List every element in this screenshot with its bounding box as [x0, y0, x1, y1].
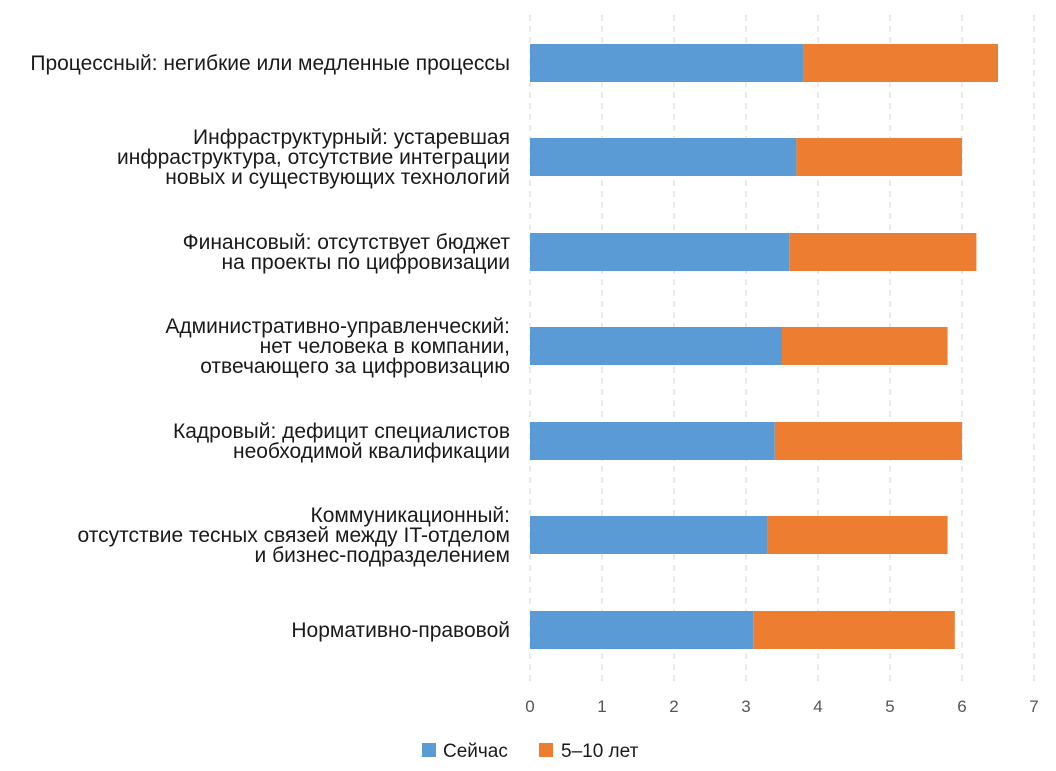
- x-tick-label-6: 6: [957, 697, 966, 716]
- bar-future-5: [767, 516, 948, 554]
- legend-label-now: Сейчас: [443, 741, 508, 762]
- category-label-line: отвечающего за цифровизацию: [200, 355, 510, 378]
- legend-label-future: 5–10 лет: [561, 741, 639, 762]
- bar-now-6: [530, 611, 754, 649]
- category-label-5: Коммуникационный: отсутствие тесных связе…: [77, 504, 510, 567]
- bar-future-6: [753, 611, 955, 649]
- x-tick-label-3: 3: [741, 697, 750, 716]
- legend-swatch-now: [422, 743, 436, 757]
- bar-now-3: [530, 327, 782, 365]
- x-tick-label-4: 4: [813, 697, 822, 716]
- category-label-0: Процессный: негибкие или медленные проце…: [30, 52, 510, 75]
- category-label-line: на проекты по цифровизации: [222, 251, 510, 274]
- x-tick-label-5: 5: [885, 697, 894, 716]
- category-label-2: Финансовый: отсутствует бюджет на проекты…: [183, 231, 511, 274]
- bar-future-1: [796, 138, 962, 176]
- bar-future-4: [774, 422, 962, 460]
- x-axis-ticks: 0 1 2 3 4 5 6 7: [525, 697, 1038, 716]
- legend-swatch-future: [539, 743, 553, 757]
- x-tick-label-7: 7: [1029, 697, 1038, 716]
- bar-future-3: [782, 327, 948, 365]
- bar-now-1: [530, 138, 797, 176]
- category-label-line: новых и существующих технологий: [165, 166, 510, 189]
- category-label-line: Нормативно-правовой: [291, 619, 510, 642]
- bar-now-0: [530, 44, 804, 82]
- category-label-line: Процессный: негибкие или медленные проце…: [30, 52, 510, 75]
- category-label-6: Нормативно-правовой: [291, 619, 510, 642]
- category-label-line: нет человека в компании,: [260, 335, 510, 358]
- category-label-line: Финансовый: отсутствует бюджет: [183, 231, 511, 254]
- bar-future-2: [789, 233, 977, 271]
- category-label-1: Инфраструктурный: устаревшая инфраструкту…: [117, 126, 510, 189]
- category-label-line: и бизнес-подразделением: [255, 544, 510, 567]
- category-label-line: Кадровый: дефицит специалистов: [173, 420, 510, 443]
- bar-now-4: [530, 422, 775, 460]
- legend: Сейчас 5–10 лет: [422, 741, 639, 762]
- category-labels: Процессный: негибкие или медленные проце…: [30, 52, 510, 642]
- category-label-line: отсутствие тесных связей между IT-отдело…: [77, 524, 510, 547]
- category-label-line: необходимой квалификации: [233, 440, 510, 463]
- category-label-3: Административно-управленческий: нет челов…: [165, 315, 510, 378]
- bar-future-0: [803, 44, 998, 82]
- x-tick-label-1: 1: [597, 697, 606, 716]
- bars: [530, 44, 998, 649]
- bar-now-2: [530, 233, 790, 271]
- category-label-line: Коммуникационный:: [311, 504, 510, 527]
- category-label-line: Инфраструктурный: устаревшая: [193, 126, 510, 149]
- bar-now-5: [530, 516, 768, 554]
- x-tick-label-0: 0: [525, 697, 534, 716]
- category-label-line: инфраструктура, отсутствие интеграции: [117, 146, 510, 169]
- x-tick-label-2: 2: [669, 697, 678, 716]
- category-label-line: Административно-управленческий:: [165, 315, 510, 338]
- category-label-4: Кадровый: дефицит специалистов необходимо…: [173, 420, 510, 463]
